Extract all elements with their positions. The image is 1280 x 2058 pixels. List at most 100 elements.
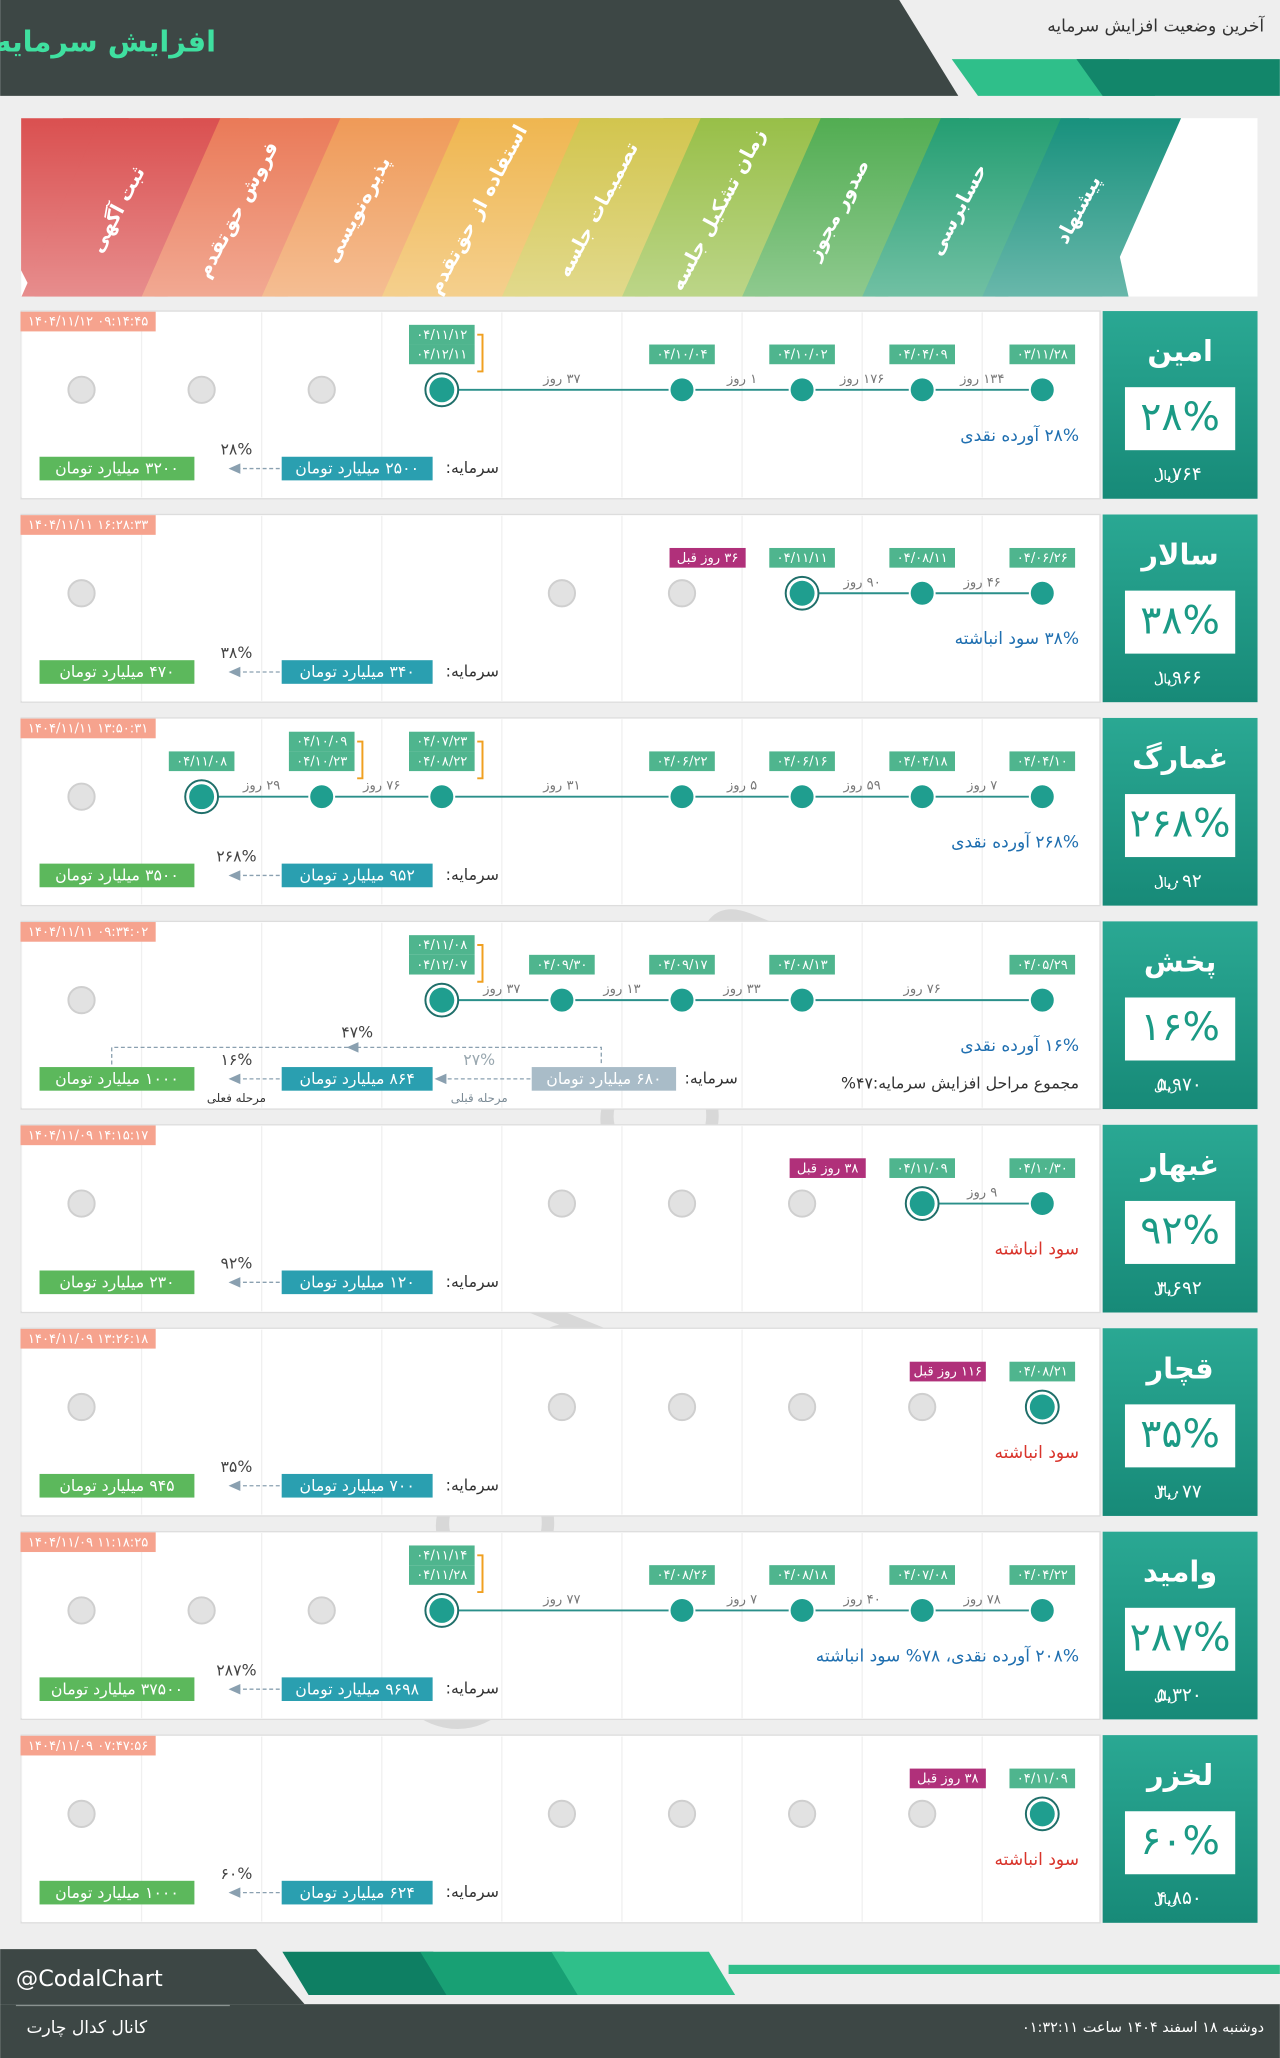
stage-date-box	[889, 1158, 955, 1178]
current-stage	[909, 1191, 935, 1217]
currency: ریال	[1154, 1893, 1178, 1908]
company-name: پخش	[1144, 944, 1216, 978]
done-stage	[1028, 783, 1056, 811]
stage-date-box	[889, 344, 955, 365]
increase-percent: ۹۲%	[220, 1253, 252, 1272]
footer-stripe	[282, 1951, 460, 1995]
stage-date-box	[1009, 1158, 1076, 1178]
stage-date: ۰۴/۰۸/۱۸	[777, 1568, 828, 1583]
current-capital-box	[281, 456, 433, 481]
footer-bar	[0, 2004, 1280, 2058]
current-capital-box	[281, 1677, 433, 1701]
capital-label: سرمایه:	[446, 1272, 499, 1292]
pending-stage	[307, 1596, 336, 1625]
footer-stripe	[728, 1964, 1280, 1974]
stage-date: ۰۴/۰۸/۱۳	[777, 958, 828, 973]
stage-date-box	[889, 751, 955, 772]
stage-date-box	[409, 935, 475, 955]
previous-caption: مرحله قبلی	[451, 1091, 508, 1106]
current-caption: مرحله فعلی	[207, 1091, 266, 1106]
current-capital: ۲۵۰۰ میلیارد تومان	[295, 459, 419, 479]
footer-channel: کانال کدال چارت	[26, 2018, 148, 2038]
gap-days: ۹۰ روز	[843, 575, 881, 590]
done-stage	[908, 1596, 936, 1624]
new-capital-box	[39, 456, 195, 481]
gap-days: ۴۰ روز	[843, 1592, 881, 1607]
stage-date-box	[1009, 954, 1076, 975]
timestamp-box	[20, 1328, 156, 1349]
done-stage	[908, 783, 936, 811]
header-stripe	[1076, 59, 1280, 96]
date-bracket	[477, 1554, 484, 1594]
new-capital-box	[39, 1880, 195, 1905]
price: ۱,۰۹۲	[1156, 871, 1201, 892]
gap-days: ۵۹ روز	[843, 779, 881, 794]
increase-percent: ۲۶۸%	[216, 847, 256, 866]
total-arrowhead	[346, 1042, 359, 1053]
company-percent-box	[1124, 794, 1236, 858]
pending-stage	[67, 1392, 96, 1422]
company-percent-box	[1124, 387, 1236, 451]
stage-date: ۰۴/۱۱/۱۲	[416, 328, 467, 343]
gap-days: ۱۷۶ روز	[839, 372, 884, 387]
pending-stage	[67, 375, 96, 404]
footer-stripe	[420, 1951, 591, 1995]
stage-date: ۰۴/۱۱/۱۴	[416, 1548, 467, 1563]
pending-stage	[787, 1392, 817, 1422]
done-stage	[308, 783, 336, 811]
days-ago: ۳۶ روز قبل	[677, 551, 739, 566]
stage-date: ۰۴/۰۷/۲۳	[416, 735, 467, 750]
pending-stage	[547, 1799, 577, 1828]
stage-date-box	[769, 954, 835, 975]
gap-days: ۵ روز	[726, 779, 757, 794]
stage-date-box	[409, 731, 475, 752]
pending-stage	[787, 1799, 817, 1828]
page-subtitle: آخرین وضعیت افزایش سرمایه	[1047, 14, 1265, 36]
pending-stage	[908, 1799, 937, 1828]
increase-percent: ۲۸%	[220, 440, 252, 459]
increase-arrowhead	[228, 666, 241, 678]
stage-date: ۰۴/۰۸/۲۱	[1017, 1365, 1068, 1380]
footer-stripe	[551, 1951, 736, 1995]
done-stage	[788, 986, 816, 1014]
stage-date: ۰۴/۱۰/۲۳	[296, 754, 347, 769]
capital-label: سرمایه:	[685, 1068, 738, 1088]
header-band	[0, 0, 959, 96]
stage-date-box	[1009, 1361, 1076, 1382]
current-capital-box	[281, 1880, 433, 1905]
stage-date: ۰۴/۱۰/۰۲	[777, 348, 828, 363]
stage-date: ۰۴/۱۲/۱۱	[416, 348, 467, 363]
increase-percent: ۲۸۷%	[216, 1660, 256, 1679]
pending-stage	[787, 1189, 817, 1218]
currency: ریال	[1154, 469, 1178, 484]
days-ago-box	[909, 1361, 986, 1382]
footer-handle: @CodalChart	[16, 1966, 163, 1992]
stage-date-box	[409, 324, 475, 345]
current-capital: ۳۴۰ میلیارد تومان	[300, 662, 415, 682]
stage-date-box	[409, 1565, 475, 1585]
price: ۱,۹۶۶	[1156, 668, 1201, 689]
new-capital: ۳۲۰۰ میلیارد تومان	[55, 459, 179, 479]
current-capital: ۱۲۰ میلیارد تومان	[300, 1272, 415, 1292]
current-capital-box	[281, 1067, 433, 1091]
company-name: غبهار	[1139, 1148, 1219, 1182]
current-capital-box	[281, 1270, 433, 1295]
stage-date-box	[649, 344, 715, 365]
gap-days: ۹ روز	[966, 1186, 997, 1201]
current-stage	[429, 987, 455, 1013]
pending-stage	[67, 1189, 96, 1218]
done-stage	[668, 986, 696, 1014]
stage-date-box	[889, 1565, 955, 1585]
gap-days: ۷۷ روز	[542, 1592, 580, 1607]
stage-date-box	[1009, 751, 1076, 772]
company-percent-box	[1124, 997, 1236, 1061]
days-ago: ۱۱۶ روز قبل	[913, 1365, 982, 1380]
current-capital-box	[281, 863, 433, 888]
